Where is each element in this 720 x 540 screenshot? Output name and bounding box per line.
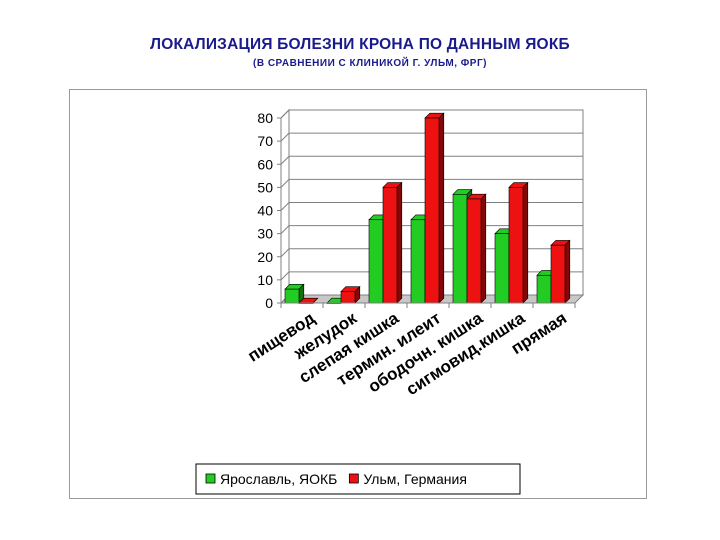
legend-item: Ульм, Германия [348,471,467,487]
legend-label: Ульм, Германия [363,471,467,487]
bar [466,193,487,304]
y-tick-label: 0 [265,295,273,311]
bar-front [466,198,482,304]
bar-front [424,117,440,304]
chart-subtitle: (В СРАВНЕНИИ С КЛИНИКОЙ Г. УЛЬМ, ФРГ) [253,58,487,69]
bar-side [480,193,487,304]
bar-front [340,291,356,304]
y-tick-label: 40 [257,203,273,219]
bar-front [452,194,468,304]
bars [284,112,571,304]
y-tick-label: 80 [257,110,273,126]
y-tick-label: 10 [257,272,273,288]
legend-swatch [348,473,359,484]
bar-side [522,181,529,304]
grid-line [280,271,290,281]
y-tick-label: 50 [257,179,273,195]
bar-side [312,297,319,304]
y-tick-label: 20 [257,249,273,265]
bar [284,283,305,304]
bar-front [494,233,510,304]
bar [550,239,571,304]
grid-line [280,155,290,165]
bar [508,181,529,304]
y-axis: 0 10 20 30 40 50 60 70 80 [257,110,282,311]
legend-box [195,463,521,495]
bar-front [536,274,552,304]
legend-item: Ярославль, ЯОКБ [205,471,337,487]
bar [340,285,361,304]
grid-line [280,202,290,211]
grid-line [280,248,290,258]
bar-side [438,112,445,304]
bar-front [382,187,398,304]
grid-line [280,225,290,234]
bar-front [410,219,426,304]
grid-line [280,179,290,188]
bar-side [396,181,403,304]
bar-side [564,239,571,304]
legend-swatch [205,473,216,484]
bar-front [284,288,300,304]
y-tick-label: 30 [257,226,273,242]
grid-line [280,109,290,119]
legend-label: Ярославль, ЯОКБ [220,471,337,487]
legend: Ярославль, ЯОКБ Ульм, Германия [195,463,521,495]
chart-title: ЛОКАЛИЗАЦИЯ БОЛЕЗНИ КРОНА ПО ДАННЫМ ЯОКБ [150,36,570,53]
bar-front [508,187,524,304]
bar-front [550,244,566,304]
bar-front [368,219,384,304]
bar [424,112,445,304]
grid-line [280,132,290,142]
bar [382,181,403,304]
y-tick-label: 70 [257,133,273,149]
y-tick-label: 60 [257,156,273,172]
